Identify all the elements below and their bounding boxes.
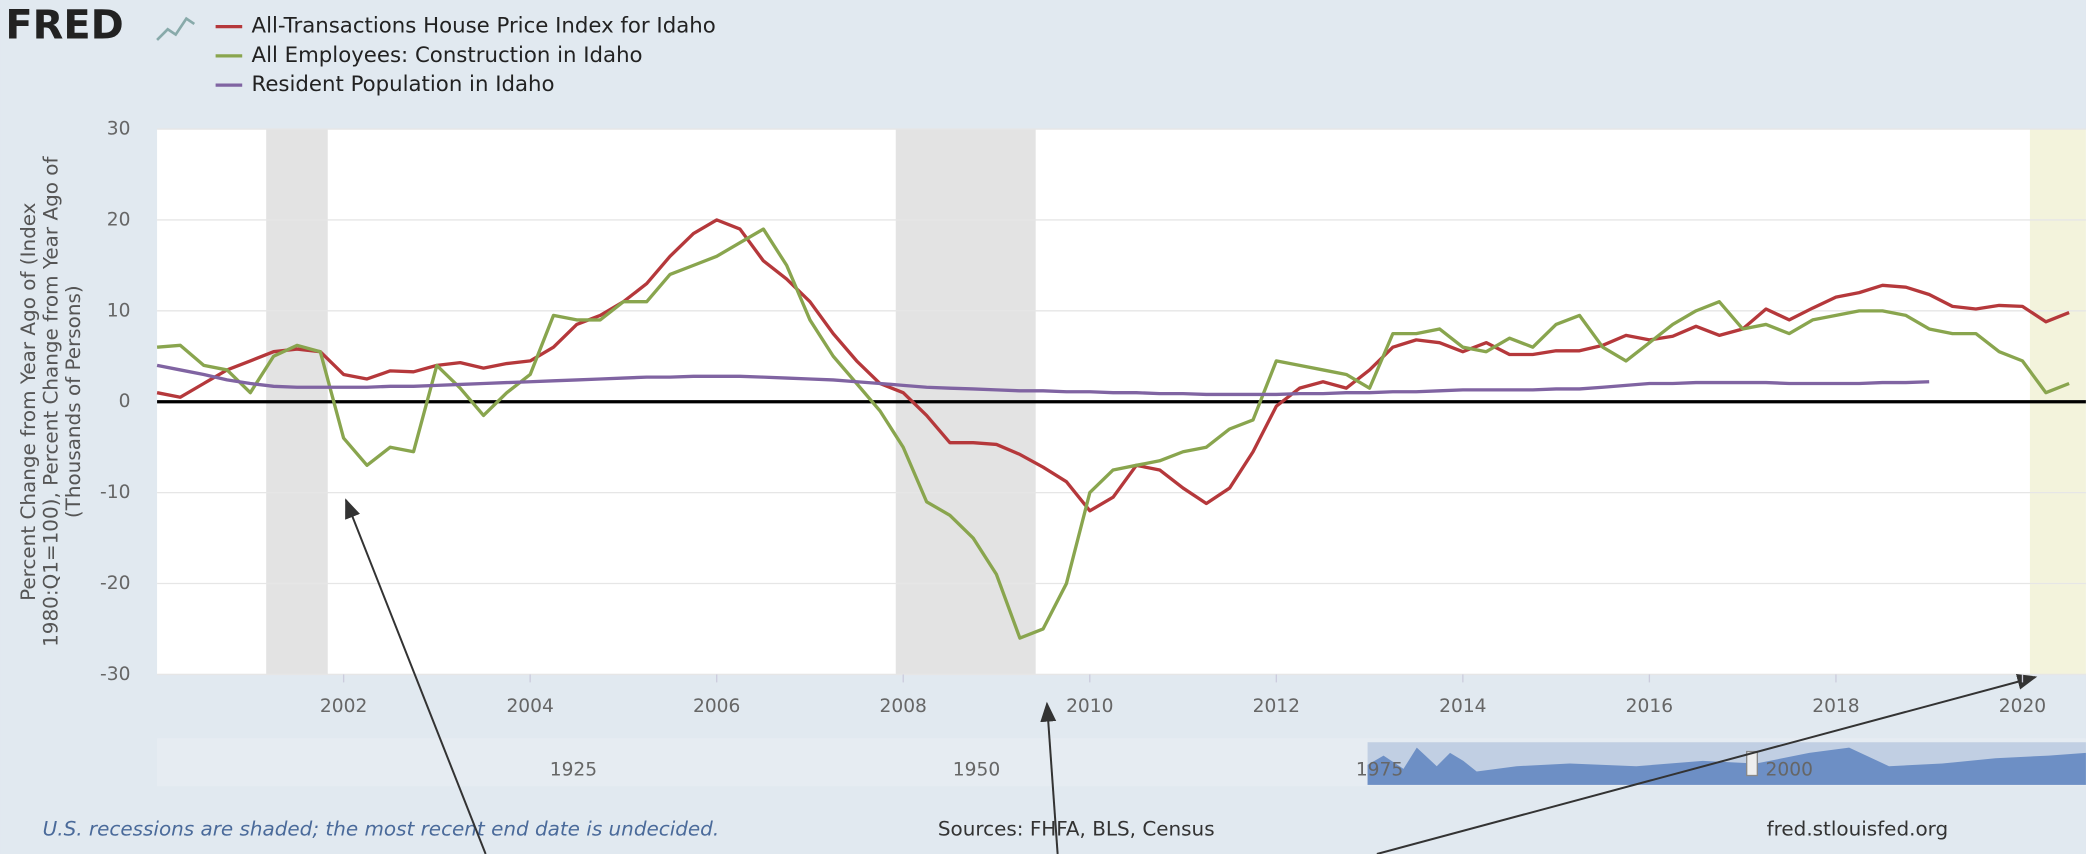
x-tick-label: 2008 (880, 696, 927, 717)
x-tick-label: 2016 (1626, 696, 1673, 717)
x-tick-label: 2010 (1066, 696, 1113, 717)
x-tick-label: 2002 (320, 696, 367, 717)
navigator-handle[interactable] (1746, 750, 1758, 777)
y-tick-label: -30 (100, 664, 130, 685)
y-tick-label: -10 (100, 482, 130, 503)
legend-label: Resident Population in Idaho (252, 72, 555, 97)
arrow (345, 498, 487, 854)
x-tick-label: 2018 (1812, 696, 1859, 717)
navigator-label: 1925 (550, 760, 597, 781)
arrow (1376, 674, 2038, 854)
y-tick-label: 0 (119, 391, 131, 412)
x-tick-label: 2014 (1439, 696, 1486, 717)
navigator-series (1367, 747, 2086, 785)
x-tick-label: 2006 (693, 696, 740, 717)
x-tick-label: 2020 (1999, 696, 2046, 717)
navigator-label: 1975 (1356, 760, 1403, 781)
logo: FRED (5, 2, 123, 48)
arrow (1040, 701, 1059, 854)
x-tick-label: 2012 (1253, 696, 1300, 717)
footnote: U.S. recessions are shaded; the most rec… (43, 817, 719, 841)
series-line (156, 227, 2070, 640)
series-line (156, 218, 2070, 513)
site: fred.stlouisfed.org (1767, 817, 1949, 841)
y-axis-label: 1980:Q1=100), Percent Change from Year A… (38, 156, 62, 647)
legend-label: All Employees: Construction in Idaho (252, 43, 643, 68)
y-axis-label: Percent Change from Year Ago of (Index (16, 202, 40, 601)
x-tick-label: 2004 (506, 696, 553, 717)
legend-label: All-Transactions House Price Index for I… (252, 14, 716, 39)
series-line (156, 363, 1930, 397)
sources: Sources: FHFA, BLS, Census (938, 817, 1215, 841)
navigator-label: 1950 (953, 760, 1000, 781)
y-tick-label: 10 (107, 300, 131, 321)
y-axis-label: (Thousands of Persons) (61, 285, 85, 518)
y-tick-label: 30 (107, 119, 131, 140)
y-tick-label: 20 (107, 209, 131, 230)
navigator-label: 2000 (1766, 760, 1813, 781)
y-tick-label: -20 (100, 573, 130, 594)
logo-icon (156, 16, 196, 41)
